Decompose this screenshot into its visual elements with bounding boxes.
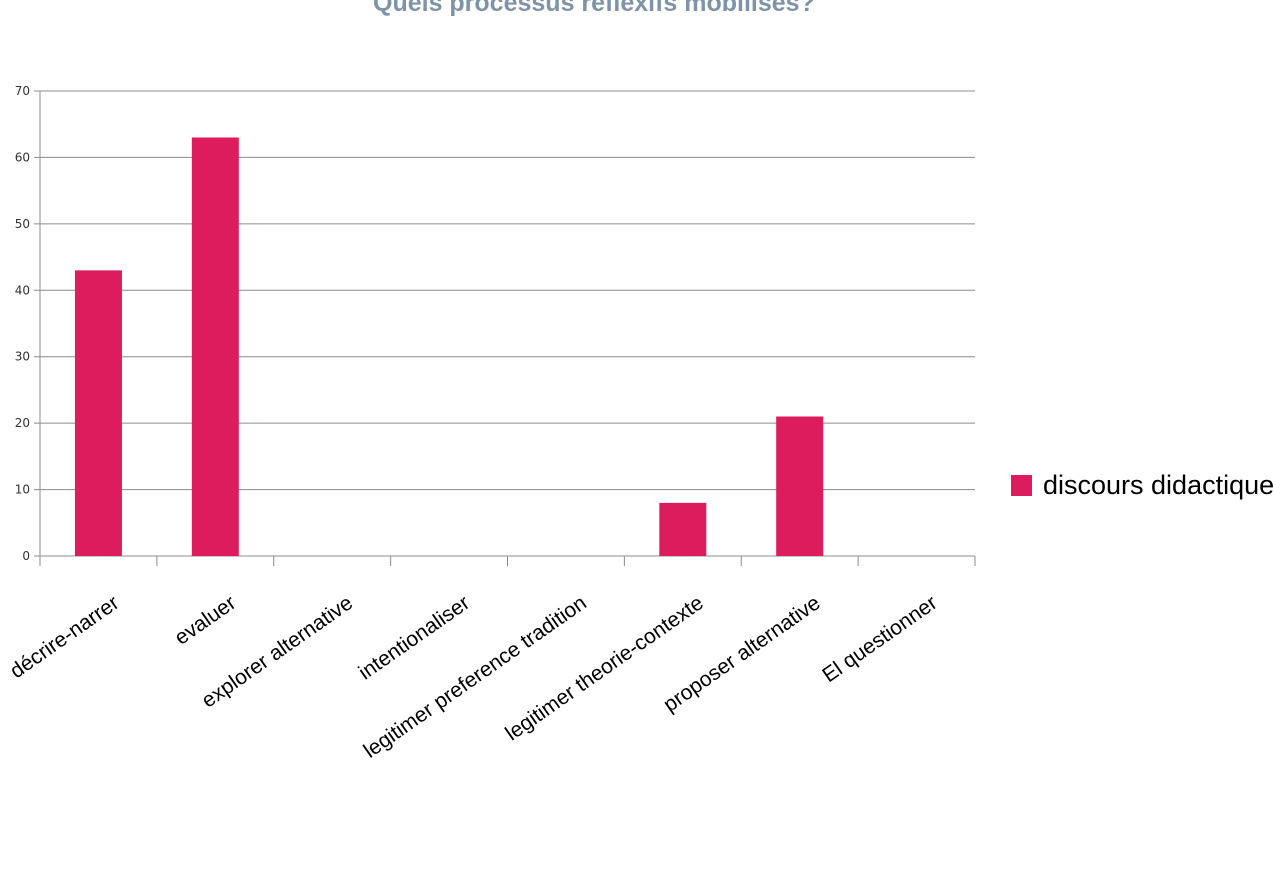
- y-tick-label: 30: [15, 350, 30, 364]
- x-category-label: legitimer preference tradition: [360, 591, 591, 762]
- legend-label: discours didactique: [1043, 470, 1273, 500]
- y-tick-label: 20: [15, 416, 30, 430]
- y-tick-label: 50: [15, 217, 30, 231]
- y-tick-label: 10: [15, 483, 30, 497]
- y-tick-label: 0: [22, 549, 30, 563]
- x-category-label: legitimer theorie-contexte: [501, 591, 707, 745]
- bar: [74, 270, 122, 556]
- chart-title: Quels processus réflexifs mobilisés?: [373, 0, 815, 17]
- y-tick-label: 40: [15, 283, 30, 297]
- legend-swatch: [1011, 475, 1032, 496]
- x-category-label: evaluer: [171, 591, 241, 649]
- y-tick-label: 70: [15, 84, 30, 98]
- y-tick-label: 60: [15, 150, 30, 164]
- bar: [776, 416, 824, 556]
- bar: [659, 502, 707, 556]
- x-category-label: El questionner: [818, 591, 941, 687]
- x-category-label: intentionaliser: [355, 591, 474, 684]
- x-category-label: décrire-narrer: [6, 591, 123, 683]
- bar: [191, 137, 239, 556]
